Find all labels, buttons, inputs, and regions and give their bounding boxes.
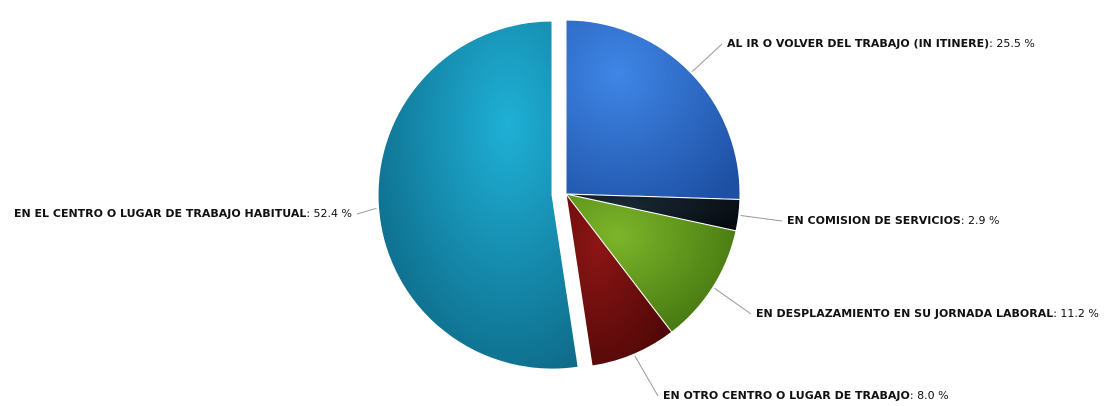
slice-label-en-otro-centro-o-lugar-de-trabajo: EN OTRO CENTRO O LUGAR DE TRABAJO: 8.0 % (663, 389, 949, 402)
slice-label-value: : 11.2 % (1053, 307, 1099, 320)
pie-slice-en-desplazamiento-en-su-jornada-laboral[interactable] (564, 193, 737, 333)
slice-label-en-el-centro-o-lugar-de-trabajo-habitual: EN EL CENTRO O LUGAR DE TRABAJO HABITUAL… (14, 207, 352, 220)
slice-label-value: : 25.5 % (989, 37, 1035, 50)
label-connectors (356, 43, 783, 397)
pie-slice-al-ir-o-volver-del-trabajo-in-itinere[interactable] (565, 19, 741, 200)
connector-en-comision-de-servicios (740, 215, 783, 222)
connector-en-el-centro-o-lugar-de-trabajo-habitual (356, 207, 377, 215)
slice-label-name: AL IR O VOLVER DEL TRABAJO (IN ITINERE) (727, 37, 989, 50)
pie-slices (377, 19, 741, 370)
slice-labels: AL IR O VOLVER DEL TRABAJO (IN ITINERE):… (14, 37, 1099, 402)
slice-label-en-desplazamiento-en-su-jornada-laboral: EN DESPLAZAMIENTO EN SU JORNADA LABORAL:… (756, 307, 1099, 320)
slice-label-value: : 52.4 % (306, 207, 352, 220)
slice-label-name: EN OTRO CENTRO O LUGAR DE TRABAJO (663, 389, 910, 402)
connector-al-ir-o-volver-del-trabajo-in-itinere (692, 43, 723, 72)
slice-label-name: EN COMISION DE SERVICIOS (787, 214, 961, 227)
connector-en-otro-centro-o-lugar-de-trabajo (634, 355, 659, 397)
pie-slice-en-otro-centro-o-lugar-de-trabajo[interactable] (565, 193, 673, 367)
slice-label-al-ir-o-volver-del-trabajo-in-itinere: AL IR O VOLVER DEL TRABAJO (IN ITINERE):… (727, 37, 1035, 50)
slice-label-value: : 8.0 % (910, 389, 949, 402)
connector-en-desplazamiento-en-su-jornada-laboral (714, 287, 752, 315)
slice-label-name: EN DESPLAZAMIENTO EN SU JORNADA LABORAL (756, 307, 1053, 320)
slice-label-value: : 2.9 % (961, 214, 1000, 227)
slice-label-en-comision-de-servicios: EN COMISION DE SERVICIOS: 2.9 % (787, 214, 1000, 227)
pie-slice-en-el-centro-o-lugar-de-trabajo-habitual[interactable] (377, 20, 579, 370)
slice-label-name: EN EL CENTRO O LUGAR DE TRABAJO HABITUAL (14, 207, 306, 220)
